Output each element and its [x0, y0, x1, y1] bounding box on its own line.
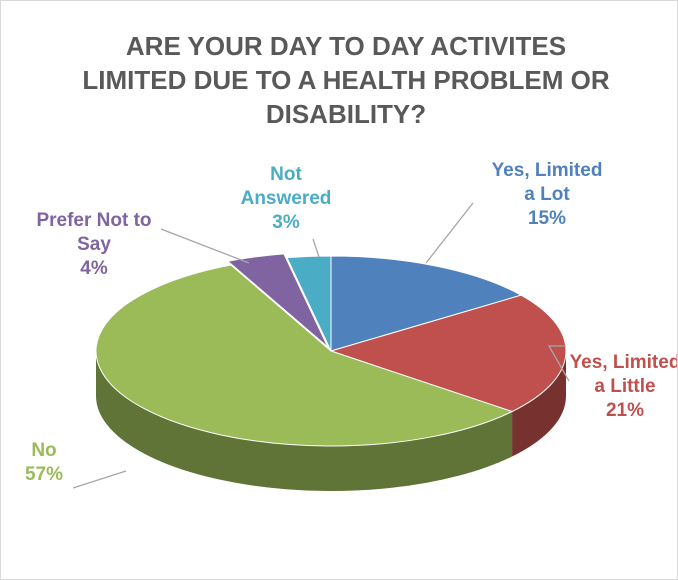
slice: [330, 255, 523, 352]
value-label: 21%: [605, 400, 645, 421]
data-label: Yes, Limited a Lot 15%: [491, 159, 603, 231]
value-label: 15%: [527, 208, 567, 229]
slice-side: [512, 351, 566, 457]
leader-line: [312, 238, 320, 258]
leader-line: [72, 470, 127, 489]
value-label: 4%: [80, 258, 108, 279]
data-label: Prefer Not to Say 4%: [31, 209, 157, 281]
leader-line: [425, 202, 474, 264]
data-label: No 57%: [9, 439, 79, 487]
data-label: Yes, Limited a Little 21%: [567, 351, 678, 423]
category-name: Prefer Not to Say: [36, 210, 152, 255]
leader-line: [160, 228, 250, 264]
category-name: No: [31, 440, 57, 461]
category-name: Yes, Limited a Little: [569, 352, 678, 397]
slice: [286, 255, 332, 352]
leader-line: [547, 345, 570, 382]
value-label: 3%: [272, 212, 300, 233]
slice: [95, 264, 514, 447]
value-label: 57%: [24, 464, 64, 485]
category-name: Not Answered: [240, 164, 332, 209]
chart-title: ARE YOUR DAY TO DAY ACTIVITES LIMITED DU…: [82, 31, 610, 129]
data-label: Not Answered 3%: [231, 163, 341, 235]
slice-side: [96, 351, 513, 491]
slice: [329, 294, 567, 413]
category-name: Yes, Limited a Lot: [491, 160, 603, 205]
slice: [226, 253, 329, 348]
